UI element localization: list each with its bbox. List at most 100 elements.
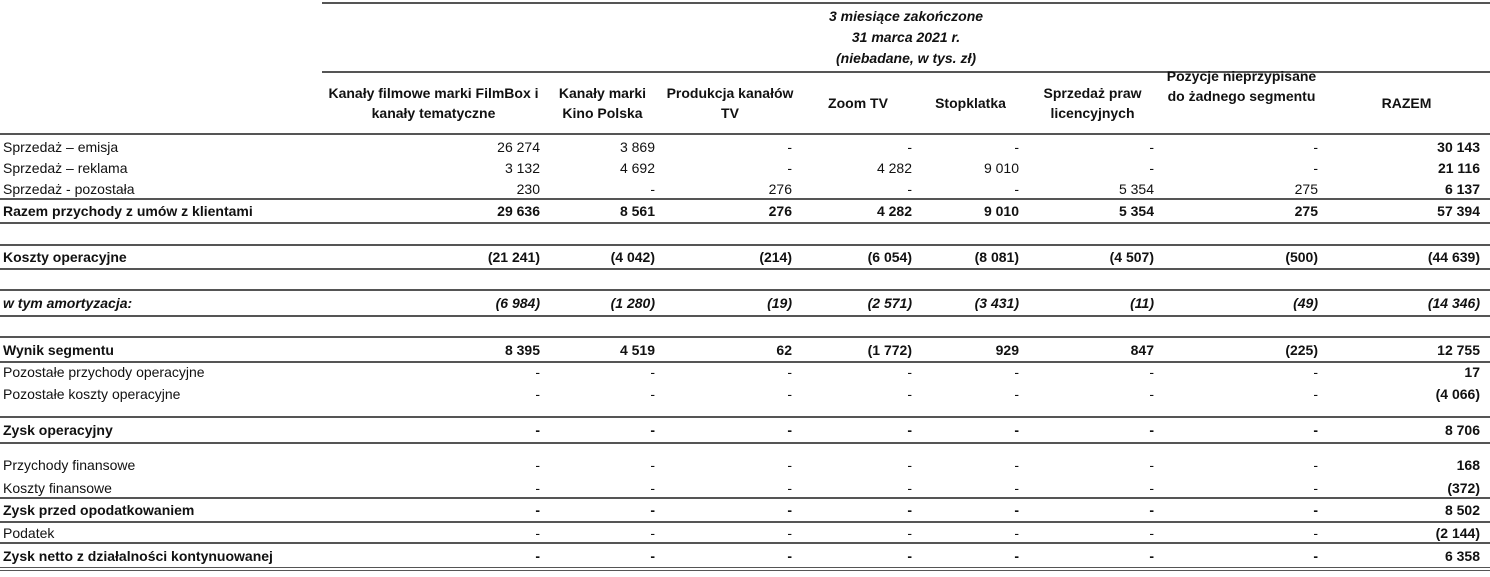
row-label: Razem przychody z umów z klientami (3, 203, 253, 219)
cell-produkcja: - (787, 547, 792, 564)
cell-stopklatka: - (1014, 502, 1019, 518)
cell-stopklatka: - (1014, 138, 1019, 155)
cell-razem: 30 143 (1437, 138, 1480, 155)
cell-kino-polska: - (650, 479, 655, 496)
cell-stopklatka: - (1014, 364, 1019, 380)
cell-stopklatka: - (1014, 479, 1019, 496)
table-row: Razem przychody z umów z klientami 29 636… (0, 198, 1490, 224)
cell-zoom-tv: - (907, 386, 912, 402)
cell-produkcja: 62 (776, 341, 792, 358)
cell-zoom-tv: - (907, 457, 912, 473)
cell-sprzedaz-praw: - (1149, 479, 1154, 496)
cell-kino-polska: - (650, 386, 655, 402)
cell-filmbox: - (535, 524, 540, 541)
table-row: Przychody finansowe - - - - - - - 168 (0, 454, 1490, 476)
cell-kino-polska: - (650, 364, 655, 380)
cell-razem: 12 755 (1437, 341, 1480, 358)
cell-zoom-tv: 4 282 (876, 159, 912, 176)
cell-razem: (4 066) (1435, 386, 1480, 402)
table-row: Pozostałe koszty operacyjne - - - - - - - (4 066… (0, 383, 1490, 405)
table-row: Sprzedaż – emisja 26 274 3 869 - - - - - 30 143 (0, 136, 1490, 157)
cell-kino-polska: (4 042) (610, 249, 655, 265)
column-header-stopklatka: Stopklatka (935, 94, 1006, 111)
cell-kino-polska: - (650, 457, 655, 473)
cell-filmbox: 29 636 (497, 203, 540, 219)
cell-sprzedaz-praw: - (1149, 138, 1154, 155)
cell-filmbox: 3 132 (504, 159, 540, 176)
cell-sprzedaz-praw: - (1149, 457, 1154, 473)
cell-nieprzypisane: - (1313, 422, 1318, 438)
cell-filmbox: 230 (516, 181, 540, 197)
cell-nieprzypisane: - (1313, 138, 1318, 155)
cell-kino-polska: - (650, 502, 655, 518)
row-label: Sprzedaż – emisja (3, 138, 119, 155)
cell-zoom-tv: - (907, 524, 912, 541)
cell-kino-polska: (1 280) (610, 295, 655, 311)
cell-razem: 57 394 (1437, 203, 1480, 219)
row-label: Sprzedaż – reklama (3, 159, 128, 176)
cell-razem: 168 (1456, 457, 1480, 473)
row-label: Zysk przed opodatkowaniem (3, 502, 195, 518)
cell-filmbox: 26 274 (497, 138, 540, 155)
cell-filmbox: - (535, 364, 540, 380)
cell-kino-polska: 4 519 (619, 341, 655, 358)
cell-zoom-tv: - (907, 547, 912, 564)
spacer-row (0, 442, 1490, 454)
cell-kino-polska: 3 869 (619, 138, 655, 155)
row-label: Zysk netto z działalności kontynuowanej (3, 547, 273, 564)
column-header-sprzedaz-praw: Sprzedaż praw licencyjnych (1043, 84, 1142, 121)
table-row: Zysk przed opodatkowaniem - - - - - - - 8 502 (0, 497, 1490, 523)
column-header-produkcja: Produkcja kanałów TV (666, 84, 794, 121)
cell-zoom-tv: (2 571) (867, 295, 912, 311)
cell-filmbox: - (535, 502, 540, 518)
table-row: Wynik segmentu 8 395 4 519 62 (1 772) 929 847 (… (0, 336, 1490, 363)
period-line-2: 31 marca 2021 r. (851, 29, 961, 45)
row-label: w tym amortyzacja: (3, 295, 133, 311)
column-header-zoom-tv: Zoom TV (828, 94, 888, 111)
cell-kino-polska: - (650, 524, 655, 541)
cell-nieprzypisane: - (1313, 159, 1318, 176)
cell-filmbox: - (535, 547, 540, 564)
table-row: Koszty finansowe - - - - - - - (372) (0, 476, 1490, 499)
cell-stopklatka: - (1014, 547, 1019, 564)
cell-produkcja: 276 (768, 203, 792, 219)
cell-nieprzypisane: (225) (1285, 341, 1318, 358)
cell-filmbox: - (535, 422, 540, 438)
cell-razem: 6 358 (1444, 547, 1480, 564)
table-row: Koszty operacyjne (21 241) (4 042) (214) (6 … (0, 244, 1490, 270)
period-line-3: (niebadane, w tys. zł) (835, 50, 977, 66)
cell-sprzedaz-praw: 847 (1130, 341, 1154, 358)
cell-nieprzypisane: - (1313, 386, 1318, 402)
row-label: Pozostałe koszty operacyjne (3, 386, 181, 402)
row-label: Sprzedaż - pozostała (3, 181, 135, 197)
cell-razem: (372) (1447, 479, 1480, 496)
column-header-kino-polska: Kanały marki Kino Polska (558, 84, 647, 121)
column-header-razem: RAZEM (1381, 94, 1432, 111)
spacer-row (0, 268, 1490, 291)
cell-stopklatka: - (1014, 386, 1019, 402)
spacer-row (0, 315, 1490, 338)
cell-kino-polska: - (650, 181, 655, 197)
cell-stopklatka: - (1014, 524, 1019, 541)
cell-kino-polska: 8 561 (619, 203, 655, 219)
cell-razem: (14 346) (1427, 295, 1480, 311)
cell-filmbox: (6 984) (495, 295, 540, 311)
period-line-1: 3 miesiące zakończone (828, 8, 984, 24)
cell-produkcja: - (787, 138, 792, 155)
cell-filmbox: - (535, 386, 540, 402)
cell-sprzedaz-praw: - (1149, 386, 1154, 402)
cell-filmbox: 8 395 (504, 341, 540, 358)
cell-zoom-tv: (1 772) (867, 341, 912, 358)
row-label: Koszty operacyjne (3, 249, 127, 265)
cell-filmbox: - (535, 479, 540, 496)
cell-produkcja: - (787, 524, 792, 541)
cell-stopklatka: 9 010 (983, 203, 1019, 219)
cell-produkcja: - (787, 502, 792, 518)
cell-stopklatka: - (1014, 422, 1019, 438)
header-bottom-rule (0, 133, 1490, 135)
cell-zoom-tv: - (907, 422, 912, 438)
cell-sprzedaz-praw: 5 354 (1118, 181, 1154, 197)
table-row: w tym amortyzacja: (6 984) (1 280) (19) (2 5… (0, 289, 1490, 317)
cell-zoom-tv: - (907, 502, 912, 518)
